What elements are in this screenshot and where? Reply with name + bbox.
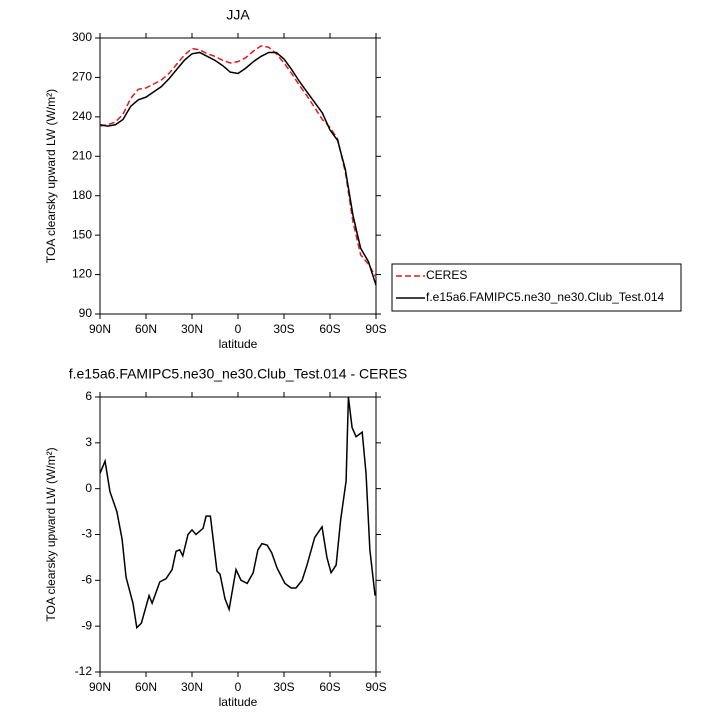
legend: CERES f.e15a6.FAMIPC5.ne30_ne30.Club_Test… [391,263,682,312]
x-axis-label: latitude [219,695,258,709]
plot-frame [99,396,377,673]
x-axis-label: latitude [219,337,258,351]
y-tick-label: 150 [72,227,92,241]
data-line [99,396,376,630]
x-tick-label: 30N [181,680,203,694]
y-tick-label: -12 [75,664,93,678]
x-tick-label: 90S [365,680,386,694]
y-tick-label: 180 [72,188,92,202]
x-tick-label: 60N [135,680,157,694]
x-tick-label: 60S [319,680,340,694]
chart-title: f.e15a6.FAMIPC5.ne30_ne30.Club_Test.014 … [69,366,408,382]
x-tick-label: 90N [89,680,111,694]
y-tick-label: -3 [81,527,92,541]
y-tick-label: 210 [72,148,92,162]
y-tick-label: 90 [79,306,93,320]
plot-frame [99,37,377,315]
y-tick-label: 6 [85,389,92,403]
chart-title: JJA [226,7,250,23]
y-tick-label: -6 [81,573,92,587]
y-tick-label: 240 [72,109,92,123]
data-line [99,51,377,286]
y-axis-label: TOA clearsky upward LW (W/m²) [44,89,58,263]
x-tick-label: 30N [181,322,203,336]
legend-label: f.e15a6.FAMIPC5.ne30_ne30.Club_Test.014 [426,290,664,304]
x-tick-label: 0 [235,680,242,694]
x-tick-label: 60N [135,322,157,336]
y-tick-label: 0 [85,481,92,495]
x-tick-label: 30S [273,680,294,694]
legend-box [391,263,682,312]
data-line [99,45,377,278]
x-tick-label: 90N [89,322,111,336]
y-tick-label: 270 [72,70,92,84]
x-tick-label: 0 [235,322,242,336]
x-tick-label: 30S [273,322,294,336]
y-tick-label: -9 [81,618,92,632]
y-axis-label: TOA clearsky upward LW (W/m²) [44,447,58,621]
x-tick-label: 60S [319,322,340,336]
y-tick-label: 120 [72,267,92,281]
legend-label: CERES [426,268,467,282]
x-tick-label: 90S [365,322,386,336]
y-tick-label: 300 [72,30,92,44]
y-tick-label: 3 [85,435,92,449]
